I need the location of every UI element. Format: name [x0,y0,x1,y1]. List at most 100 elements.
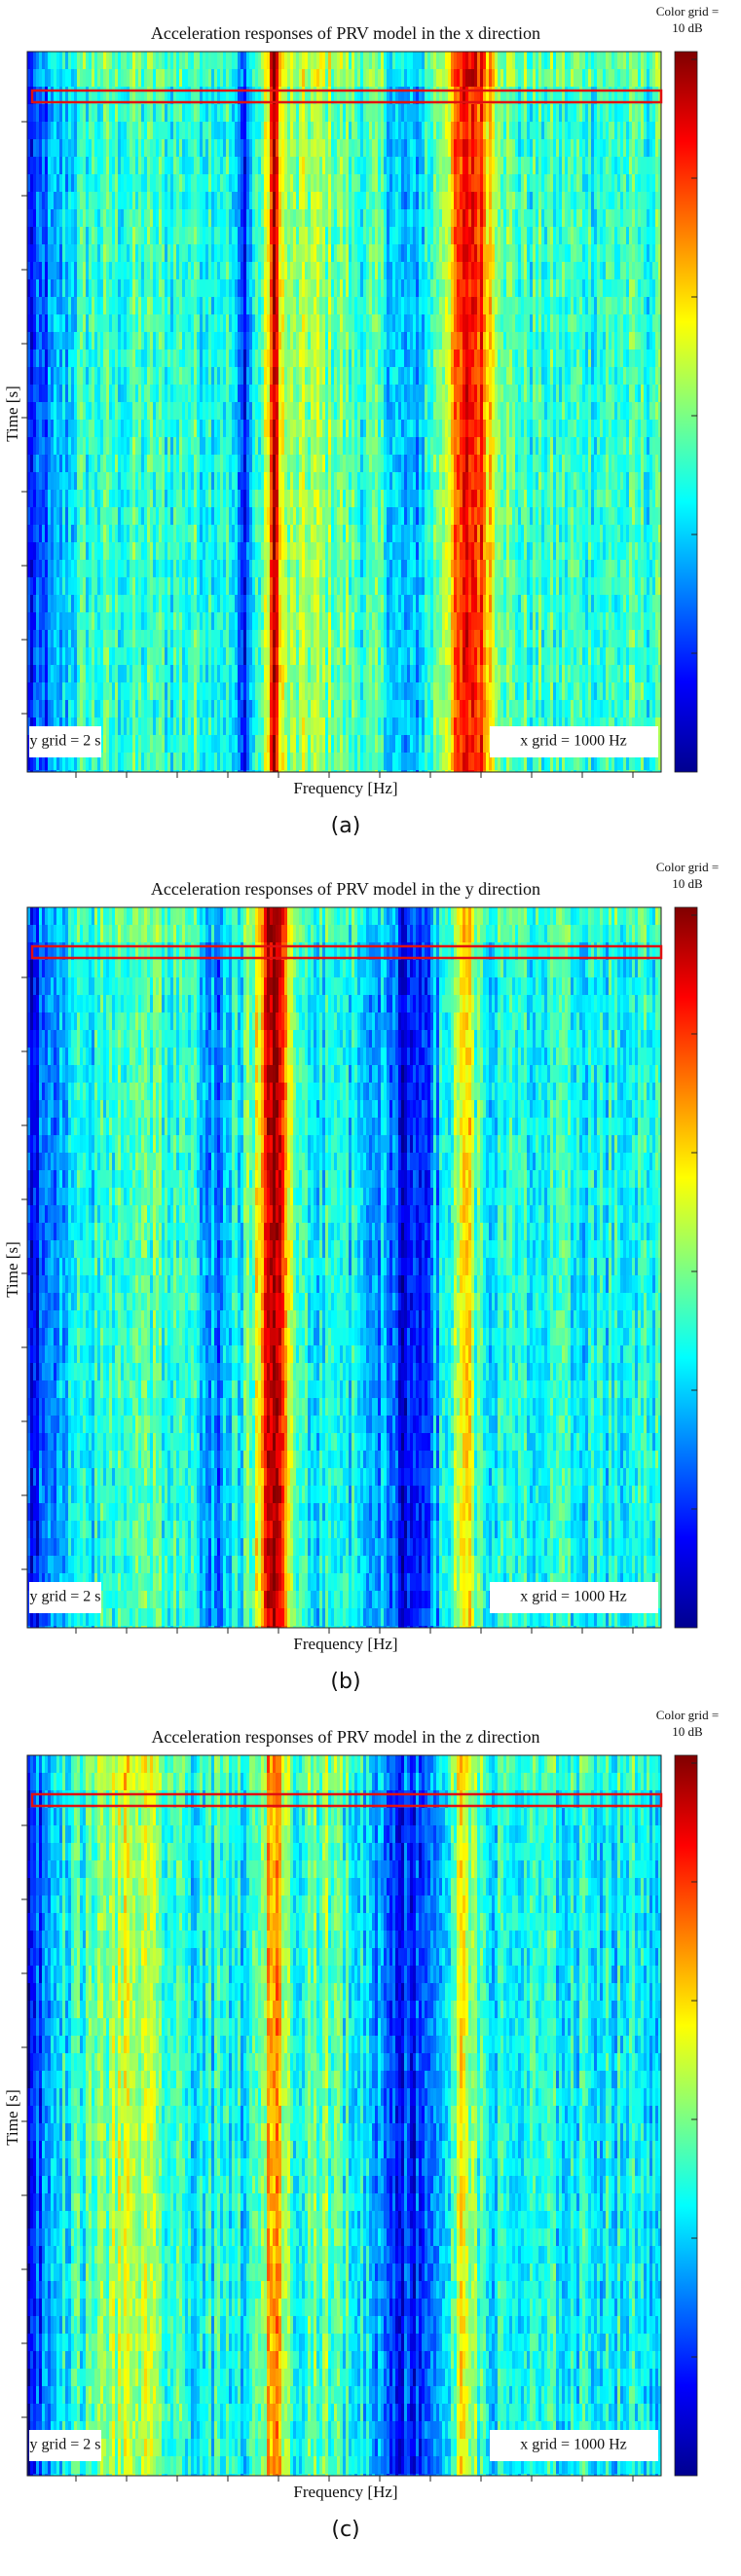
spectrogram-cell [296,122,299,139]
spectrogram-cell [103,174,106,192]
spectrogram-cell [197,279,200,297]
spectrogram-cell [267,367,270,385]
spectrogram-cell [375,69,378,87]
spectrogram-cell [246,297,249,314]
spectrogram-cell [603,420,606,437]
spectrogram-cell [89,385,92,402]
spectrogram-cell [369,139,372,157]
spectrogram-cell [208,104,211,122]
spectrogram-cell [179,279,182,297]
spectrogram-cell [165,350,167,367]
spectrogram-cell [54,437,56,455]
spectrogram-cell [302,174,305,192]
spectrogram-cell [80,367,83,385]
spectrogram-cell [328,209,331,227]
spectrogram-cell [655,279,658,297]
spectrogram-cell [94,402,97,420]
spectrogram-cell [576,402,579,420]
spectrogram-cell [223,262,226,279]
spectrogram-cell [401,332,404,350]
spectrogram-cell [337,332,340,350]
spectrogram-cell [500,279,503,297]
spectrogram-cell [407,122,410,139]
spectrogram-cell [217,297,220,314]
spectrogram-cell [74,192,77,209]
spectrogram-cell [127,297,130,314]
spectrogram-cell [340,402,343,420]
spectrogram-cell [94,314,97,332]
spectrogram-cell [565,314,568,332]
spectrogram-cell [360,104,363,122]
spectrogram-cell [261,350,264,367]
spectrogram-cell [115,139,118,157]
spectrogram-cell [185,209,188,227]
spectrogram-cell [51,297,54,314]
spectrogram-cell [208,52,211,69]
spectrogram-cell [538,402,541,420]
spectrogram-cell [71,104,74,122]
spectrogram-cell [512,367,515,385]
spectrogram-cell [103,104,106,122]
spectrogram-cell [115,420,118,437]
spectrogram-cell [527,262,530,279]
spectrogram-cell [51,314,54,332]
spectrogram-cell [629,420,632,437]
spectrogram-cell [471,139,474,157]
spectrogram-cell [430,437,433,455]
spectrogram-cell [334,420,337,437]
spectrogram-cell [489,420,492,437]
spectrogram-cell [515,402,518,420]
spectrogram-cell [45,437,48,455]
spectrogram-cell [378,332,381,350]
spectrogram-cell [208,297,211,314]
spectrogram-cell [103,122,106,139]
spectrogram-cell [527,174,530,192]
spectrogram-cell [477,122,480,139]
spectrogram-cell [144,385,147,402]
spectrogram-cell [448,244,451,262]
spectrogram-cell [325,244,328,262]
spectrogram-cell [77,69,80,87]
spectrogram-cell [150,385,153,402]
spectrogram-cell [652,52,655,69]
spectrogram-cell [144,420,147,437]
spectrogram-cell [200,69,203,87]
spectrogram-cell [121,297,124,314]
spectrogram-cell [214,262,217,279]
spectrogram-cell [340,192,343,209]
spectrogram-cell [404,139,407,157]
spectrogram-cell [223,139,226,157]
spectrogram-cell [135,244,138,262]
spectrogram-cell [486,122,489,139]
spectrogram-cell [611,297,614,314]
spectrogram-cell [460,402,463,420]
spectrogram-cell [416,262,419,279]
spectrogram-cell [486,314,489,332]
spectrogram-cell [308,385,311,402]
spectrogram-cell [372,104,375,122]
spectrogram-cell [641,262,644,279]
spectrogram-cell [179,122,182,139]
spectrogram-cell [264,332,267,350]
spectrogram-cell [331,52,334,69]
spectrogram-cell [547,174,550,192]
spectrogram-cell [576,437,579,455]
spectrogram-cell [626,420,629,437]
spectrogram-cell [273,279,276,297]
spectrogram-cell [468,192,471,209]
spectrogram-cell [565,244,568,262]
spectrogram-cell [474,262,477,279]
spectrogram-cell [188,174,191,192]
spectrogram-cell [378,385,381,402]
spectrogram-cell [571,244,574,262]
spectrogram-cell [410,367,413,385]
spectrogram-cell [308,192,311,209]
spectrogram-cell [293,367,296,385]
spectrogram-cell [246,332,249,350]
spectrogram-cell [445,420,448,437]
spectrogram-cell [284,350,287,367]
spectrogram-cell [655,385,658,402]
spectrogram-cell [144,52,147,69]
spectrogram-cell [176,332,179,350]
spectrogram-cell [246,314,249,332]
